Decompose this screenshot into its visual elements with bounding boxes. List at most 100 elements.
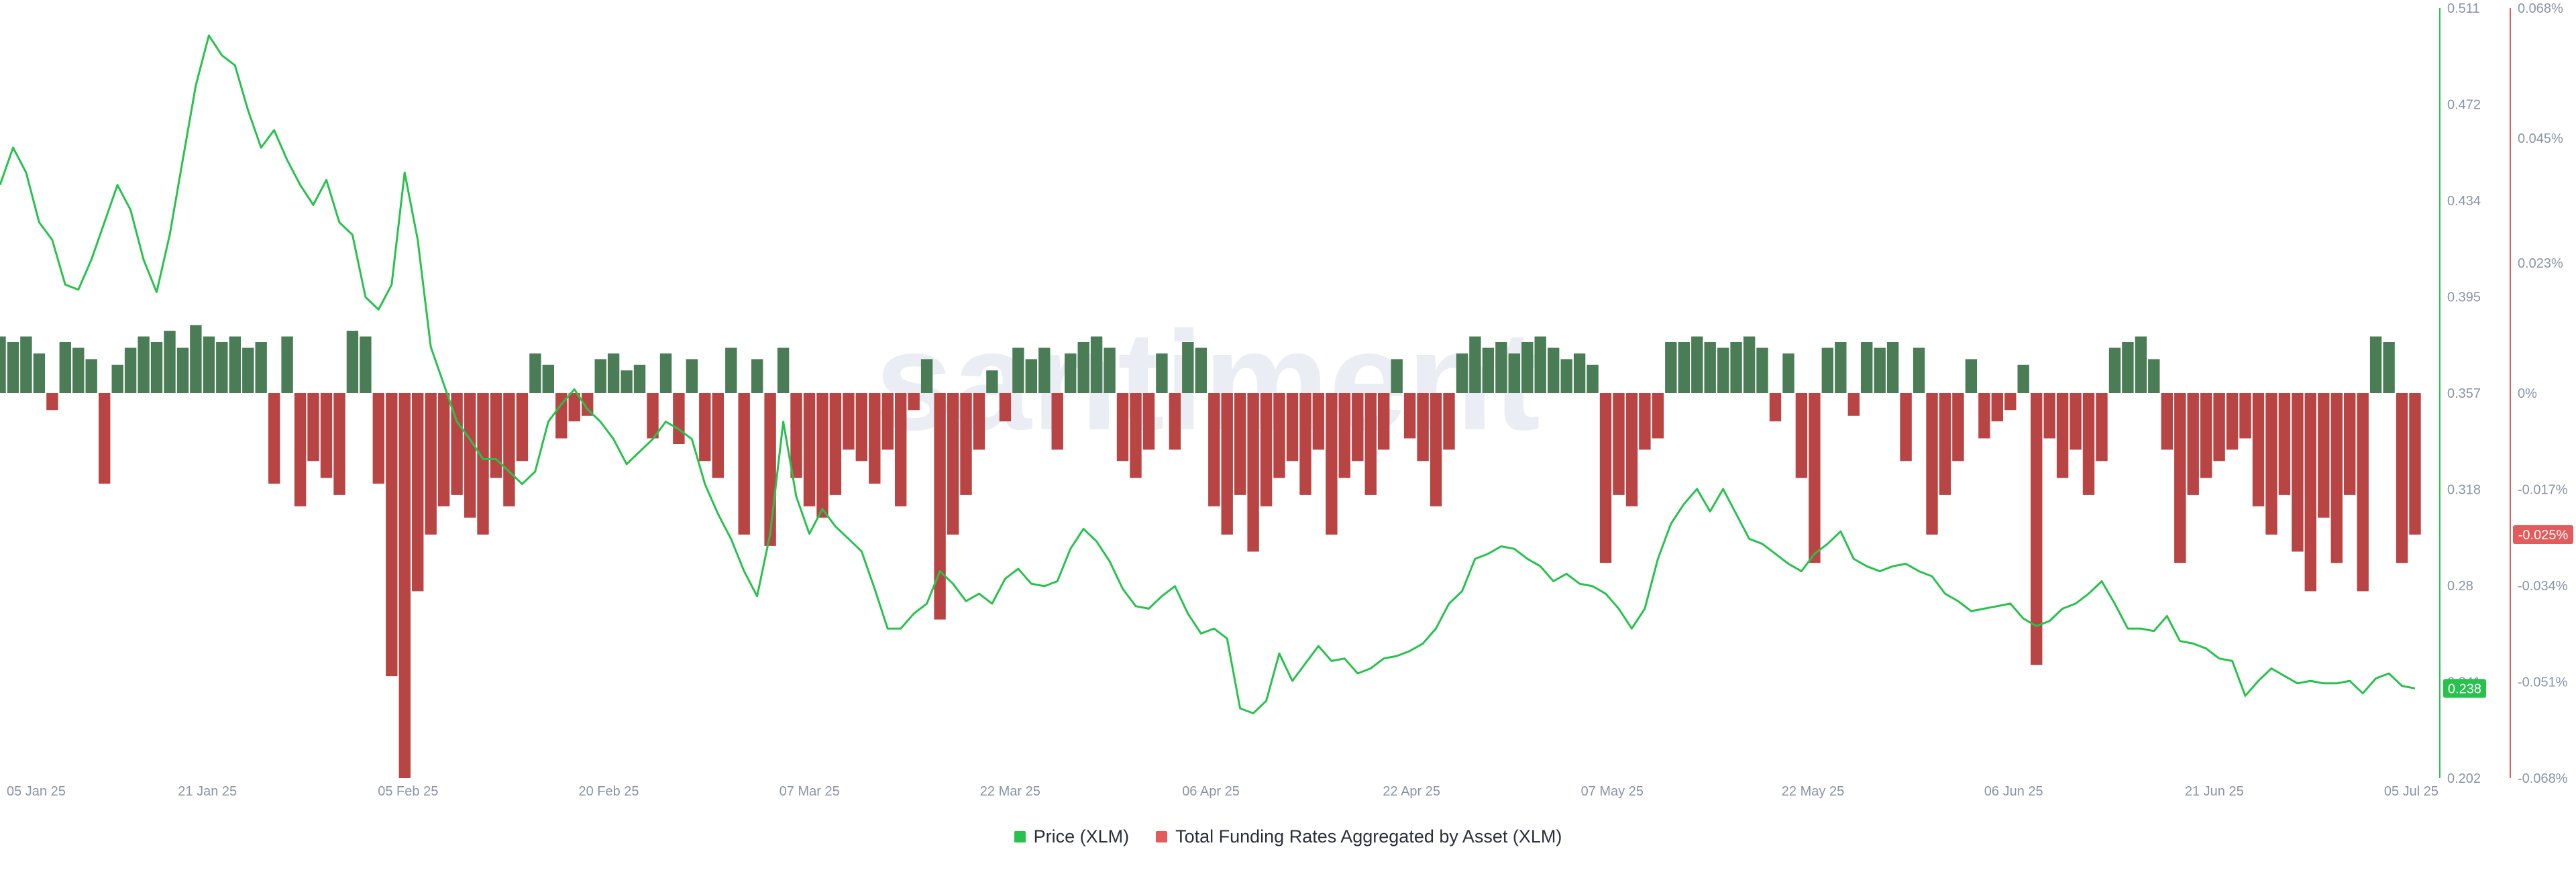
funding-bar-56 <box>725 347 737 393</box>
funding-bar-136 <box>1769 393 1782 422</box>
legend: Price (XLM) Total Funding Rates Aggregat… <box>0 826 2576 847</box>
price-tick-label: 0.395 <box>2447 290 2481 305</box>
funding-bar-171 <box>2226 393 2239 450</box>
date-tick-label: 07 May 25 <box>1581 784 1644 799</box>
funding-bar-31 <box>398 393 411 778</box>
funding-bar-11 <box>138 336 150 393</box>
legend-item-price[interactable]: Price (XLM) <box>1014 826 1129 847</box>
funding-bar-175 <box>2278 393 2291 495</box>
funding-bar-159 <box>2070 393 2082 450</box>
funding-bar-162 <box>2108 347 2121 393</box>
funding-bar-60 <box>777 347 790 393</box>
funding-bar-105 <box>1364 393 1377 495</box>
funding-bar-155 <box>2017 364 2029 393</box>
funding-bar-144 <box>1874 347 1886 393</box>
funding-bar-7 <box>85 359 97 393</box>
funding-bar-84 <box>1090 336 1103 393</box>
funding-bar-41 <box>529 353 541 393</box>
funding-bar-164 <box>2135 336 2147 393</box>
funding-bar-166 <box>2161 393 2173 450</box>
price-tick-label: 0.318 <box>2447 483 2481 498</box>
funding-bar-26 <box>333 393 345 495</box>
funding-bar-67 <box>869 393 881 484</box>
funding-bar-53 <box>686 359 698 393</box>
funding-bar-36 <box>464 393 476 518</box>
funding-bar-172 <box>2239 393 2251 439</box>
funding-bar-122 <box>1587 364 1599 393</box>
funding-bar-32 <box>412 393 424 592</box>
funding-bar-33 <box>425 393 437 535</box>
funding-bar-47 <box>607 353 620 393</box>
funding-bar-8 <box>99 393 111 484</box>
funding-bar-5 <box>59 342 71 393</box>
date-tick-label: 21 Jun 25 <box>2185 784 2244 799</box>
funding-bar-2 <box>20 336 32 393</box>
funding-bar-40 <box>516 393 529 461</box>
funding-bar-113 <box>1469 336 1481 393</box>
funding-bar-72 <box>934 393 946 620</box>
funding-bar-112 <box>1456 353 1468 393</box>
funding-bar-29 <box>372 393 384 484</box>
funding-bar-99 <box>1286 393 1299 461</box>
funding-bar-176 <box>2292 393 2304 552</box>
funding-tick-label: -0.068% <box>2518 771 2568 786</box>
funding-bar-160 <box>2082 393 2095 495</box>
funding-bar-150 <box>1952 393 1964 461</box>
funding-bar-111 <box>1443 393 1455 450</box>
legend-label-funding: Total Funding Rates Aggregated by Asset … <box>1175 826 1562 847</box>
funding-bar-28 <box>360 336 372 393</box>
funding-bar-46 <box>594 359 606 393</box>
funding-bar-38 <box>490 393 502 478</box>
funding-bar-152 <box>1978 393 1990 439</box>
date-tick-label: 07 Mar 25 <box>780 784 840 799</box>
funding-bar-116 <box>1508 353 1520 393</box>
funding-bar-135 <box>1756 347 1768 393</box>
funding-bar-97 <box>1260 393 1273 506</box>
funding-tick-label: 0.023% <box>2518 256 2563 271</box>
funding-bar-174 <box>2265 393 2277 535</box>
funding-bar-23 <box>294 393 307 506</box>
funding-tick-label: -0.017% <box>2518 483 2568 498</box>
funding-bar-148 <box>1926 393 1938 535</box>
funding-bar-168 <box>2187 393 2199 495</box>
funding-bar-59 <box>764 393 776 546</box>
funding-bar-45 <box>582 393 594 416</box>
funding-bar-106 <box>1378 393 1390 450</box>
funding-bar-4 <box>46 393 58 411</box>
funding-bar-180 <box>2344 393 2356 495</box>
date-tick-label: 21 Jan 25 <box>178 784 237 799</box>
legend-item-funding[interactable]: Total Funding Rates Aggregated by Asset … <box>1156 826 1562 847</box>
funding-bar-75 <box>973 393 985 450</box>
funding-bar-51 <box>659 353 672 393</box>
funding-bar-127 <box>1652 393 1664 439</box>
funding-bar-156 <box>2031 393 2043 665</box>
funding-bar-151 <box>1965 359 1978 393</box>
funding-bar-102 <box>1326 393 1338 535</box>
funding-bar-140 <box>1821 347 1833 393</box>
date-tick-label: 06 Jun 25 <box>1984 784 2043 799</box>
date-tick-label: 20 Feb 25 <box>578 784 639 799</box>
funding-bar-50 <box>647 393 659 439</box>
funding-tick-label: 0% <box>2518 386 2537 401</box>
date-tick-label: 05 Jul 25 <box>2384 784 2438 799</box>
funding-bar-66 <box>855 393 867 461</box>
funding-bar-178 <box>2318 393 2330 518</box>
funding-bar-101 <box>1312 393 1325 450</box>
funding-bar-21 <box>268 393 280 484</box>
funding-bar-158 <box>2056 393 2069 478</box>
price-line <box>0 34 2416 714</box>
funding-bar-146 <box>1900 393 1912 461</box>
funding-bar-179 <box>2330 393 2343 563</box>
funding-bar-181 <box>2357 393 2369 592</box>
funding-current-badge <box>2513 525 2573 544</box>
funding-bar-14 <box>176 347 189 393</box>
funding-bar-87 <box>1130 393 1142 478</box>
funding-bar-37 <box>477 393 489 535</box>
date-tick-label: 05 Jan 25 <box>7 784 66 799</box>
funding-bar-15 <box>190 325 202 393</box>
funding-current-label: -0.025% <box>2513 525 2573 544</box>
funding-bar-70 <box>908 393 920 411</box>
funding-bar-149 <box>1939 393 1951 495</box>
funding-bar-49 <box>633 364 646 393</box>
